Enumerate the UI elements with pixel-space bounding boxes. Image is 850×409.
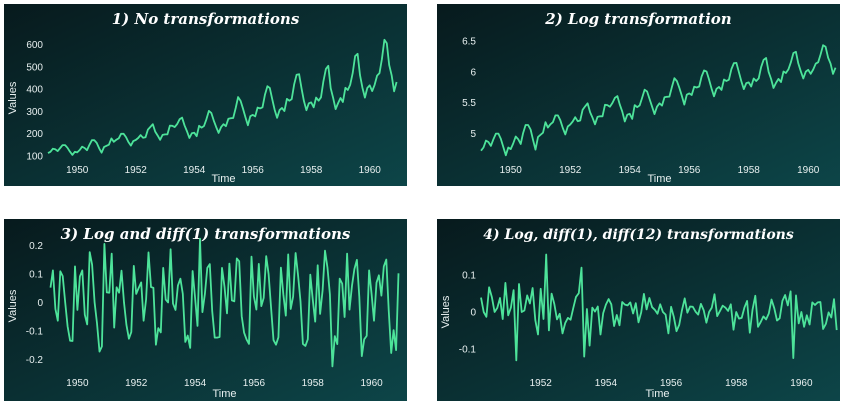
x-tick-label: 1952 bbox=[125, 378, 148, 389]
x-tick-label: 1952 bbox=[125, 165, 148, 176]
y-tick-label: 0.2 bbox=[29, 241, 43, 252]
x-tick-label: 1950 bbox=[66, 165, 89, 176]
y-tick-label: 0.1 bbox=[29, 269, 43, 280]
y-tick-label: 0 bbox=[470, 308, 476, 319]
x-axis-label: Time bbox=[211, 173, 235, 185]
x-tick-label: 1956 bbox=[660, 378, 683, 389]
x-tick-label: 1956 bbox=[678, 165, 701, 176]
x-tick-label: 1958 bbox=[302, 378, 325, 389]
x-tick-label: 1960 bbox=[359, 165, 382, 176]
x-tick-label: 1960 bbox=[790, 378, 813, 389]
chart-panel-3: 3) Log and diff(1) transformations -0.2 -0… bbox=[4, 219, 407, 401]
chart-title: 3) Log and diff(1) transformations bbox=[61, 225, 351, 243]
x-tick-label: 1954 bbox=[183, 165, 206, 176]
series-line bbox=[47, 38, 398, 156]
chart-2: 2) Log transformation 5 5.5 6 6.5 1950 1952 195… bbox=[437, 4, 840, 186]
x-tick-label: 1950 bbox=[66, 378, 89, 389]
x-tick-label: 1958 bbox=[725, 378, 748, 389]
y-tick-label: -0.1 bbox=[26, 327, 44, 338]
y-tick-label: 0.1 bbox=[462, 271, 476, 282]
chart-panel-1: 1) No transformations 100 200 300 400 500 600 1… bbox=[4, 4, 407, 186]
chart-3: 3) Log and diff(1) transformations -0.2 -0… bbox=[4, 219, 407, 401]
y-tick-label: 0 bbox=[37, 298, 43, 309]
x-axis-label: Time bbox=[647, 173, 671, 185]
y-tick-label: -0.2 bbox=[26, 355, 44, 366]
y-axis-label: Values bbox=[7, 81, 19, 114]
x-axis-label: Time bbox=[645, 388, 669, 400]
x-tick-label: 1956 bbox=[243, 378, 266, 389]
y-tick-label: 400 bbox=[26, 85, 43, 96]
chart-background bbox=[4, 219, 407, 401]
y-tick-label: 100 bbox=[26, 151, 43, 162]
y-tick-label: -0.1 bbox=[459, 344, 477, 355]
y-tick-label: 5.5 bbox=[462, 98, 476, 109]
x-axis-label: Time bbox=[212, 388, 236, 400]
chart-title: 4) Log, diff(1), diff(12) transformation… bbox=[483, 227, 794, 243]
series-line bbox=[480, 253, 838, 362]
y-axis-label: Values bbox=[440, 295, 452, 328]
series-line bbox=[49, 237, 400, 368]
y-tick-label: 600 bbox=[26, 40, 43, 51]
chart-title: 1) No transformations bbox=[112, 10, 300, 28]
y-tick-label: 200 bbox=[26, 129, 43, 140]
y-tick-label: 6.5 bbox=[462, 37, 476, 48]
y-tick-label: 6 bbox=[470, 67, 476, 78]
x-tick-label: 1956 bbox=[242, 165, 265, 176]
x-tick-label: 1954 bbox=[619, 165, 642, 176]
x-tick-label: 1954 bbox=[595, 378, 618, 389]
y-tick-label: 300 bbox=[26, 107, 43, 118]
chart-1: 1) No transformations 100 200 300 400 500 600 1… bbox=[4, 4, 407, 186]
x-tick-label: 1958 bbox=[738, 165, 761, 176]
x-tick-label: 1950 bbox=[500, 165, 523, 176]
chart-panel-2: 2) Log transformation 5 5.5 6 6.5 1950 1952 195… bbox=[437, 4, 840, 186]
y-tick-label: 500 bbox=[26, 62, 43, 73]
chart-panel-4: 4) Log, diff(1), diff(12) transformation… bbox=[437, 219, 840, 401]
series-line bbox=[480, 44, 837, 157]
x-tick-label: 1960 bbox=[360, 378, 383, 389]
x-tick-label: 1952 bbox=[530, 378, 553, 389]
chart-background bbox=[437, 4, 840, 186]
y-axis-label: Values bbox=[7, 289, 19, 322]
y-tick-label: 5 bbox=[470, 129, 476, 140]
x-tick-label: 1958 bbox=[300, 165, 323, 176]
chart-background bbox=[4, 4, 407, 186]
chart-title: 2) Log transformation bbox=[544, 10, 731, 28]
x-tick-label: 1954 bbox=[184, 378, 207, 389]
chart-background bbox=[437, 219, 840, 401]
x-tick-label: 1960 bbox=[797, 165, 820, 176]
chart-4: 4) Log, diff(1), diff(12) transformation… bbox=[437, 219, 840, 401]
x-tick-label: 1952 bbox=[559, 165, 582, 176]
